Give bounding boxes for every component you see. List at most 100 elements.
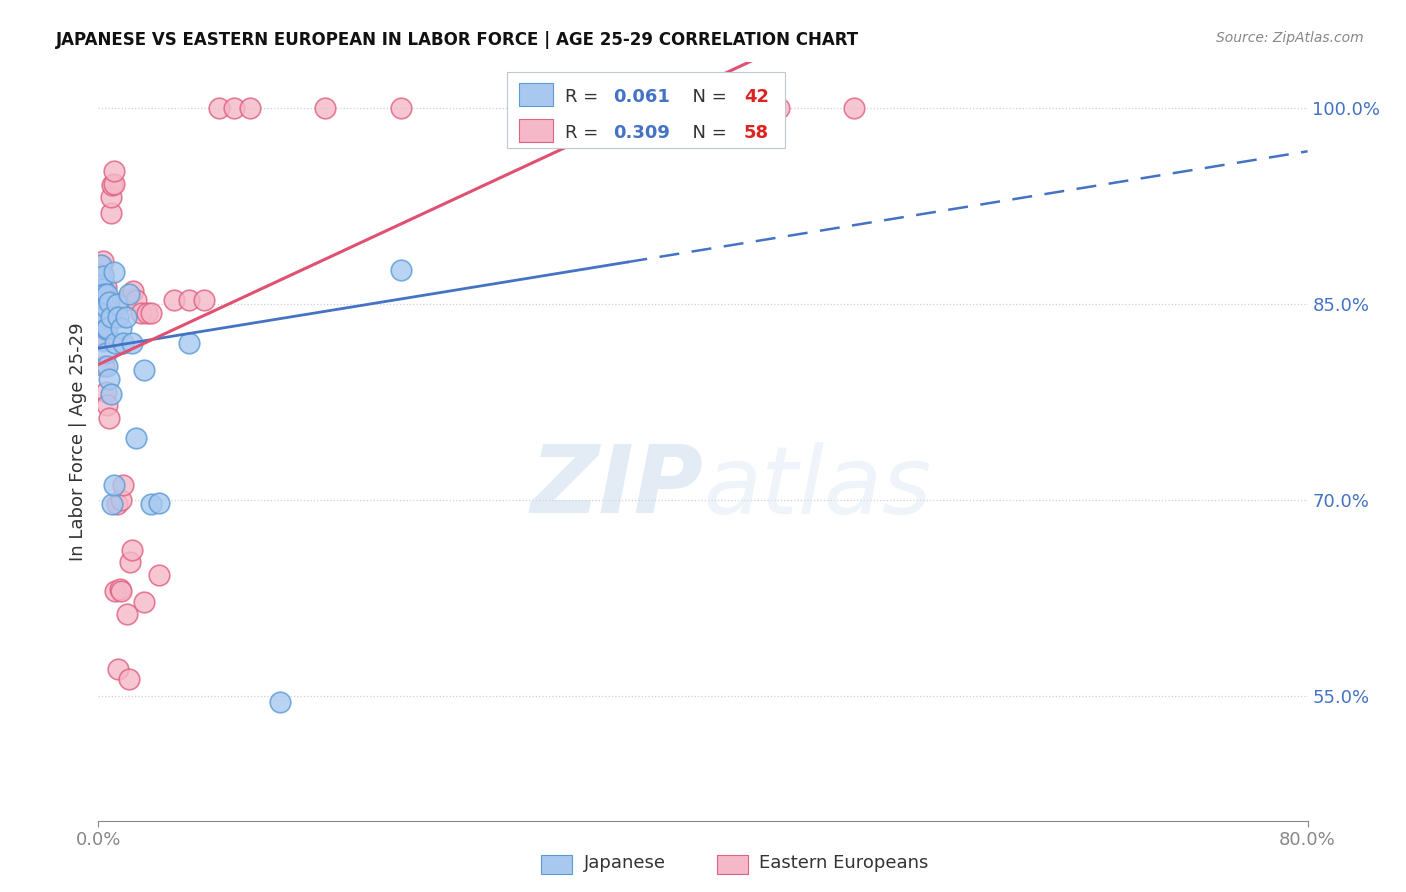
Point bbox=[616, 101, 638, 115]
Point bbox=[93, 334, 115, 348]
Point bbox=[141, 497, 163, 511]
Point bbox=[148, 567, 170, 582]
FancyBboxPatch shape bbox=[508, 72, 785, 148]
Point bbox=[540, 101, 562, 115]
Point bbox=[107, 310, 129, 325]
Point bbox=[768, 101, 790, 115]
Point bbox=[89, 271, 111, 285]
Point bbox=[193, 293, 215, 308]
Point bbox=[91, 306, 114, 320]
Point bbox=[844, 101, 866, 115]
Point bbox=[100, 310, 122, 325]
Point bbox=[125, 293, 148, 308]
Point bbox=[89, 258, 111, 272]
Point bbox=[91, 254, 114, 268]
Point bbox=[96, 320, 118, 334]
Point bbox=[239, 101, 262, 115]
Y-axis label: In Labor Force | Age 25-29: In Labor Force | Age 25-29 bbox=[69, 322, 87, 561]
Point bbox=[111, 477, 134, 491]
Point bbox=[100, 190, 122, 204]
Point bbox=[108, 582, 131, 597]
Text: 42: 42 bbox=[744, 87, 769, 105]
Point bbox=[91, 282, 114, 296]
Point bbox=[91, 282, 114, 296]
Point bbox=[90, 294, 112, 309]
Point bbox=[93, 293, 115, 308]
Text: Japanese: Japanese bbox=[583, 855, 665, 872]
Point bbox=[208, 101, 231, 115]
Point bbox=[94, 322, 117, 336]
Point bbox=[96, 359, 118, 373]
Point bbox=[141, 306, 163, 320]
Point bbox=[135, 306, 157, 320]
Text: N =: N = bbox=[682, 87, 733, 105]
Point bbox=[129, 306, 152, 320]
Point bbox=[148, 496, 170, 510]
Bar bbox=[519, 83, 553, 105]
Point bbox=[115, 607, 138, 621]
Text: ZIP: ZIP bbox=[530, 441, 703, 533]
Point bbox=[94, 300, 117, 314]
Text: atlas: atlas bbox=[703, 442, 931, 533]
Text: Eastern Europeans: Eastern Europeans bbox=[759, 855, 928, 872]
Point bbox=[93, 286, 115, 301]
Point bbox=[269, 695, 291, 709]
Point bbox=[110, 320, 132, 334]
Point bbox=[89, 293, 111, 308]
Point bbox=[90, 258, 112, 272]
Point bbox=[91, 267, 114, 281]
Point bbox=[105, 497, 128, 511]
Text: R =: R = bbox=[565, 124, 605, 142]
Point bbox=[104, 583, 127, 598]
Point bbox=[110, 583, 132, 598]
Point bbox=[132, 595, 155, 609]
Point bbox=[389, 101, 412, 115]
Point bbox=[93, 359, 115, 373]
Point bbox=[314, 101, 336, 115]
Point bbox=[91, 333, 114, 347]
Point bbox=[94, 384, 117, 399]
Point bbox=[93, 310, 115, 325]
Point bbox=[93, 333, 115, 347]
Point bbox=[125, 431, 148, 445]
Text: N =: N = bbox=[682, 124, 733, 142]
Point bbox=[121, 543, 143, 558]
Point bbox=[90, 268, 112, 283]
Point bbox=[94, 345, 117, 359]
Point bbox=[96, 398, 118, 412]
Point bbox=[104, 336, 127, 351]
Text: 0.061: 0.061 bbox=[613, 87, 671, 105]
Bar bbox=[519, 120, 553, 142]
Point bbox=[118, 286, 141, 301]
Point bbox=[105, 297, 128, 311]
Point bbox=[120, 555, 142, 569]
Point bbox=[121, 336, 143, 351]
Point bbox=[179, 293, 201, 308]
Point bbox=[98, 294, 121, 309]
Point bbox=[89, 284, 111, 298]
Point bbox=[98, 308, 121, 322]
Point bbox=[91, 317, 114, 331]
Point bbox=[103, 477, 125, 491]
Point bbox=[101, 178, 124, 193]
Point bbox=[91, 268, 114, 283]
Point bbox=[98, 372, 121, 386]
Point bbox=[179, 336, 201, 351]
Point bbox=[114, 293, 136, 308]
Point bbox=[96, 286, 118, 301]
Point bbox=[91, 293, 114, 308]
Text: JAPANESE VS EASTERN EUROPEAN IN LABOR FORCE | AGE 25-29 CORRELATION CHART: JAPANESE VS EASTERN EUROPEAN IN LABOR FO… bbox=[56, 31, 859, 49]
Point bbox=[100, 206, 122, 220]
Point bbox=[103, 177, 125, 191]
Text: 58: 58 bbox=[744, 124, 769, 142]
Point bbox=[90, 271, 112, 285]
Point bbox=[96, 306, 118, 320]
Text: Source: ZipAtlas.com: Source: ZipAtlas.com bbox=[1216, 31, 1364, 45]
Point bbox=[111, 336, 134, 351]
Point bbox=[163, 293, 186, 308]
Point bbox=[103, 264, 125, 278]
Point bbox=[110, 493, 132, 508]
Point bbox=[90, 319, 112, 334]
Point bbox=[132, 362, 155, 376]
Point bbox=[114, 310, 136, 325]
